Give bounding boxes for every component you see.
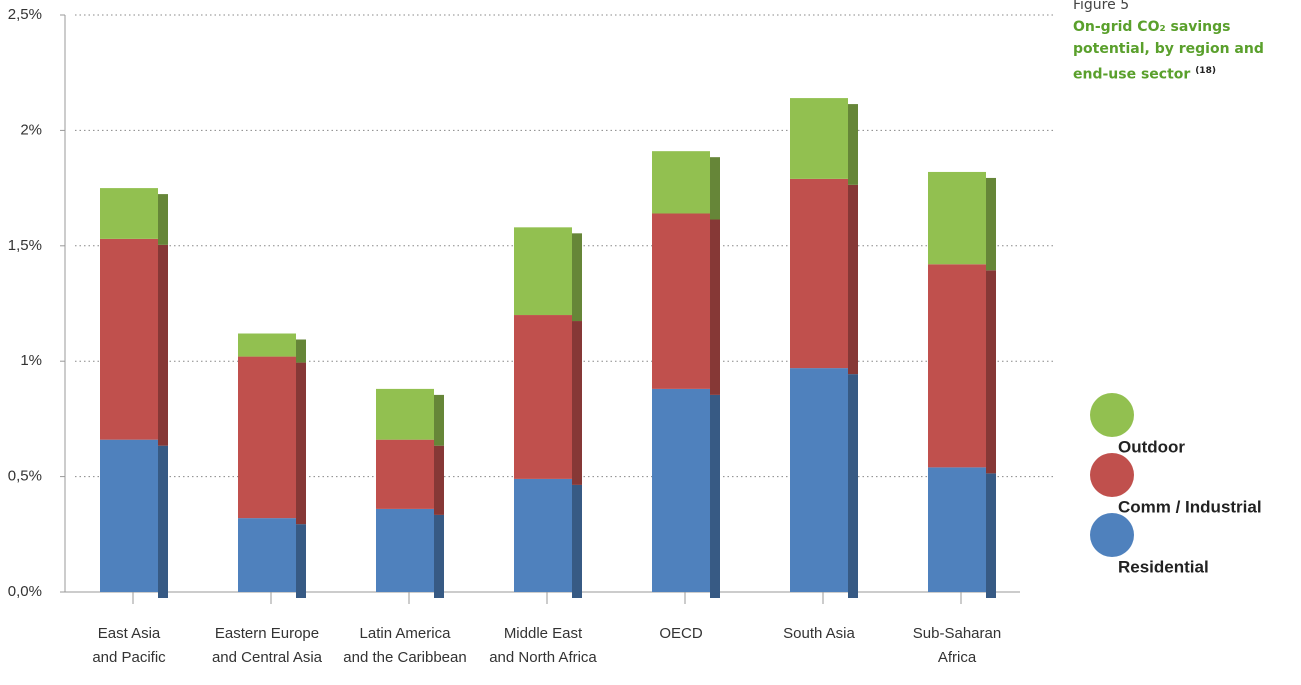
bar-side (710, 219, 720, 395)
x-tick-label: Eastern Europe (215, 625, 319, 642)
bar-segment (514, 478, 572, 592)
bar-side (296, 339, 306, 363)
bar-side (986, 473, 996, 598)
bar-segment (652, 388, 710, 592)
bar-side (848, 374, 858, 598)
bar-side (434, 514, 444, 598)
bar-side (158, 445, 168, 598)
bar-segment (790, 98, 848, 179)
bar-segment (514, 227, 572, 316)
legend-text: Residential (1118, 557, 1209, 576)
bar-side (296, 362, 306, 525)
chart-title-block: On-grid CO₂ savings potential, by region… (1073, 16, 1301, 86)
bar-segment (790, 368, 848, 592)
bar-segment (790, 178, 848, 369)
bar-side (710, 157, 720, 220)
x-tick-label: and Pacific (92, 649, 166, 666)
chart-title: On-grid CO₂ savings potential, by region… (1073, 19, 1264, 83)
bar-segment (652, 151, 710, 214)
y-tick-label: 2,5% (8, 6, 42, 23)
x-tick-label: Middle East (504, 625, 583, 642)
bar-side (986, 270, 996, 474)
bar-segment (100, 238, 158, 440)
y-tick-label: 0,0% (8, 583, 42, 600)
y-tick-label: 1,5% (8, 237, 42, 254)
title-note: (18) (1195, 66, 1216, 76)
legend-swatch (1090, 393, 1134, 437)
bar-segment (514, 315, 572, 479)
bar-side (986, 177, 996, 271)
bar-segment (238, 333, 296, 357)
bar-side (158, 194, 168, 245)
y-tick-label: 1% (20, 352, 42, 369)
bar-segment (100, 188, 158, 239)
header: Figure 5 On-grid CO₂ savings potential, … (1073, 0, 1301, 86)
bar-side (572, 484, 582, 598)
x-tick-label: and the Caribbean (343, 649, 466, 666)
bar-side (848, 184, 858, 375)
x-tick-label: OECD (659, 625, 703, 642)
figure-label: Figure 5 (1073, 0, 1130, 13)
x-tick-label: Latin America (360, 625, 452, 642)
x-tick-label: Africa (938, 649, 977, 666)
bar-side (848, 104, 858, 185)
bar-side (296, 524, 306, 598)
x-tick-label: and Central Asia (212, 649, 323, 666)
y-tick-label: 2% (20, 121, 42, 138)
bar-side (710, 394, 720, 598)
bar-segment (652, 213, 710, 389)
bar-segment (238, 518, 296, 592)
bar-side (158, 244, 168, 446)
legend-swatch (1090, 453, 1134, 497)
bar-segment (238, 356, 296, 519)
bar-segment (928, 171, 986, 265)
bar-side (434, 445, 444, 515)
x-tick-label: South Asia (783, 625, 855, 642)
bar-segment (928, 264, 986, 468)
bar-segment (100, 439, 158, 592)
bar-side (572, 321, 582, 485)
bar-side (572, 233, 582, 322)
legend-text: Outdoor (1118, 437, 1185, 456)
legend-swatch (1090, 513, 1134, 557)
bar-segment (376, 388, 434, 440)
bar-segment (928, 467, 986, 592)
x-tick-label: and North Africa (489, 649, 597, 666)
bar-side (434, 394, 444, 446)
y-tick-label: 0,5% (8, 468, 42, 485)
bar-segment (376, 508, 434, 592)
bar-segment (376, 439, 434, 509)
x-tick-label: Sub-Saharan (913, 625, 1001, 642)
legend-text: Comm / Industrial (1118, 497, 1262, 516)
x-tick-label: East Asia (98, 625, 161, 642)
